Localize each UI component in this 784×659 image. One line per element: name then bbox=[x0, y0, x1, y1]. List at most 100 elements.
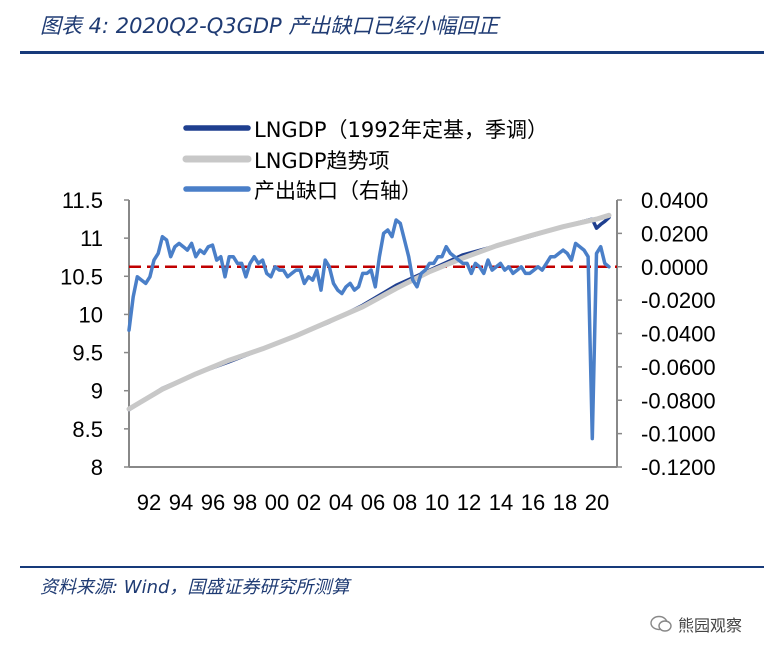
data-point bbox=[495, 245, 498, 247]
data-point bbox=[311, 279, 314, 281]
left-tick-label: 9.5 bbox=[72, 341, 103, 366]
data-point bbox=[299, 269, 301, 271]
data-point bbox=[228, 359, 230, 362]
data-point bbox=[278, 269, 281, 271]
data-point bbox=[203, 252, 205, 255]
x-tick-label: 18 bbox=[553, 490, 577, 515]
data-point bbox=[320, 289, 322, 291]
left-tick-label: 9 bbox=[91, 379, 103, 404]
data-point bbox=[474, 262, 477, 265]
data-point bbox=[533, 269, 535, 271]
data-point bbox=[424, 269, 427, 271]
plot-area: 8 8.5 9 9.5 10 10.5 11 11.5 0.0400 0.0200 0.0000 -0… bbox=[60, 188, 715, 515]
series-line-2 bbox=[126, 212, 612, 412]
data-point bbox=[574, 242, 577, 245]
data-point bbox=[541, 269, 543, 271]
data-point bbox=[232, 255, 235, 258]
data-point bbox=[207, 245, 210, 248]
data-point bbox=[508, 266, 510, 268]
data-point bbox=[437, 255, 439, 258]
chart-title: 图表 4: 2020Q2-Q3GDP 产出缺口已经小幅回正 bbox=[40, 14, 499, 38]
data-point bbox=[587, 255, 589, 258]
data-point bbox=[470, 272, 473, 275]
data-point bbox=[453, 255, 456, 258]
data-point bbox=[445, 245, 448, 248]
data-point bbox=[399, 222, 402, 225]
left-tick-label: 8 bbox=[91, 455, 103, 480]
x-tick-label: 00 bbox=[265, 490, 289, 515]
data-point bbox=[595, 252, 598, 255]
data-point bbox=[286, 276, 289, 278]
data-point bbox=[182, 245, 185, 248]
data-point bbox=[195, 373, 197, 375]
data-point bbox=[604, 262, 606, 265]
data-point bbox=[512, 272, 514, 275]
data-point bbox=[387, 229, 389, 231]
data-point bbox=[370, 269, 372, 271]
data-point bbox=[466, 262, 468, 265]
data-point bbox=[199, 249, 201, 251]
data-point bbox=[211, 244, 214, 246]
x-tick-label: 20 bbox=[585, 490, 609, 515]
right-tick-label: -0.0400 bbox=[641, 322, 716, 347]
data-point bbox=[579, 245, 581, 248]
data-point bbox=[604, 220, 606, 223]
right-tick-label: 0.0000 bbox=[641, 255, 708, 280]
data-point bbox=[274, 266, 276, 268]
data-point bbox=[483, 272, 485, 275]
data-point bbox=[407, 255, 410, 258]
data-point bbox=[341, 292, 343, 295]
data-point bbox=[608, 214, 610, 217]
data-point bbox=[303, 282, 306, 285]
data-point bbox=[282, 269, 285, 271]
data-point bbox=[353, 289, 356, 291]
data-point bbox=[562, 225, 564, 228]
right-tick-label: -0.0600 bbox=[641, 355, 716, 380]
data-point bbox=[265, 272, 268, 275]
x-tick-label: 14 bbox=[489, 490, 513, 515]
data-point bbox=[236, 262, 239, 265]
data-point bbox=[566, 252, 569, 255]
data-point bbox=[570, 259, 573, 261]
data-point bbox=[478, 266, 481, 268]
data-point bbox=[361, 272, 364, 275]
data-point bbox=[228, 255, 230, 258]
right-tick-label: -0.1000 bbox=[641, 422, 716, 447]
data-point bbox=[136, 276, 139, 278]
x-tick-label: 16 bbox=[521, 490, 545, 515]
data-point bbox=[328, 320, 331, 323]
x-tick-label: 02 bbox=[297, 490, 321, 515]
x-tick-label: 10 bbox=[425, 490, 449, 515]
data-point bbox=[499, 262, 502, 265]
data-point bbox=[270, 276, 272, 278]
left-tick-label: 8.5 bbox=[72, 417, 103, 442]
right-tick-label: 0.0400 bbox=[641, 188, 708, 213]
legend-label: LNGDP趋势项 bbox=[254, 149, 390, 173]
data-point bbox=[349, 282, 352, 285]
data-point bbox=[132, 296, 134, 298]
source-note: 资料来源: Wind，国盛证券研究所测算 bbox=[40, 577, 350, 598]
x-tick-label: 04 bbox=[329, 490, 353, 515]
data-point bbox=[366, 272, 368, 275]
wechat-icon bbox=[650, 615, 672, 632]
data-point bbox=[599, 245, 602, 248]
data-point bbox=[291, 272, 293, 275]
data-point bbox=[240, 262, 243, 265]
data-point bbox=[412, 279, 414, 281]
data-point bbox=[528, 272, 531, 275]
data-point bbox=[195, 255, 197, 258]
data-point bbox=[190, 242, 193, 245]
data-point bbox=[295, 269, 297, 271]
data-point bbox=[528, 235, 531, 237]
data-point bbox=[382, 232, 385, 235]
x-tick-label: 06 bbox=[361, 490, 385, 515]
data-point bbox=[153, 259, 155, 261]
data-point bbox=[169, 255, 172, 258]
data-point bbox=[361, 306, 364, 308]
data-point bbox=[261, 259, 264, 261]
data-point bbox=[395, 287, 397, 290]
data-point bbox=[174, 245, 176, 248]
data-point bbox=[140, 279, 143, 281]
data-point bbox=[253, 255, 255, 258]
